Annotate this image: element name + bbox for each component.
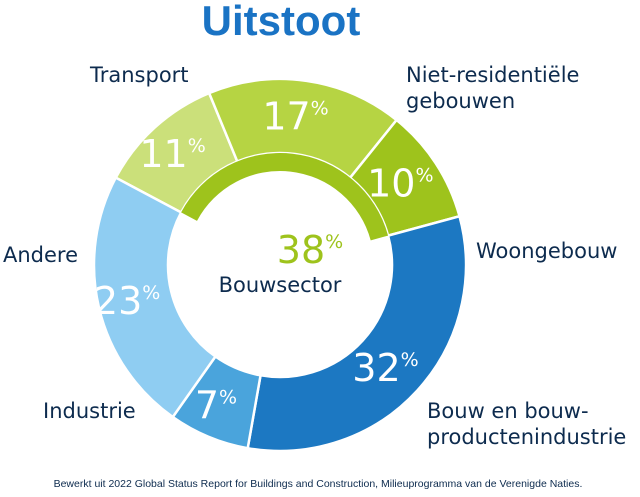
slice-industrie xyxy=(246,214,468,453)
source-note: Bewerkt uit 2022 Global Status Report fo… xyxy=(54,478,583,490)
group-name-label: Bouwsector xyxy=(219,273,342,297)
category-label-andere: Andere xyxy=(3,243,78,267)
value-label-transport: 23% xyxy=(94,279,160,323)
category-label-woongebouw: Woongebouw xyxy=(476,239,617,263)
slice-transport xyxy=(92,175,218,419)
value-label-industrie: 32% xyxy=(352,346,418,390)
category-label-transport: Transport xyxy=(89,63,189,87)
percent-sign: % xyxy=(311,98,329,120)
percent-sign: % xyxy=(188,135,206,157)
category-label-industrie: Industrie xyxy=(43,399,136,423)
percent-sign: % xyxy=(142,282,160,304)
category-label-niet-residentiele-gebouwen: Niet-residentiële gebouwen xyxy=(406,63,579,113)
bouwsector-inner-arc xyxy=(181,153,389,241)
chart-title: Uitstoot xyxy=(202,0,361,44)
value-label-niet-residentiele-gebouwen: 11% xyxy=(139,132,205,176)
donut-slices xyxy=(92,77,468,453)
bouwsector-group xyxy=(181,153,389,241)
group-value-label: 38% xyxy=(277,228,343,272)
percent-sign: % xyxy=(415,164,433,186)
percent-sign: % xyxy=(219,386,237,408)
value-label-woongebouw: 17% xyxy=(262,95,328,139)
category-label-bouw-en-bouwproductenindustrie: Bouw en bouw-productenindustrie xyxy=(427,399,626,449)
slice-labels: 11% Niet-residentiële gebouwen 17% Woongebou… xyxy=(3,63,626,449)
percent-sign: % xyxy=(401,349,419,371)
